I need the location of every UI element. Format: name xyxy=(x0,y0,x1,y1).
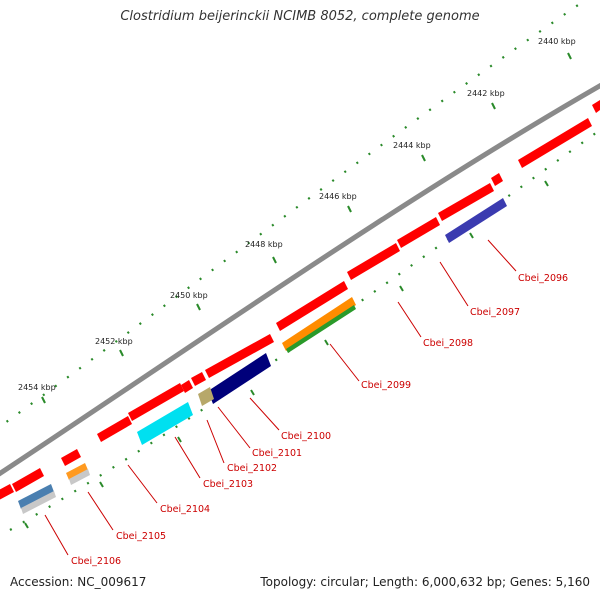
gene-bar-cbei-2101[interactable] xyxy=(198,387,214,406)
cds-feature[interactable] xyxy=(397,217,440,248)
gene-label-cbei-2104[interactable]: Cbei_2104 xyxy=(160,504,210,515)
cds-feature[interactable] xyxy=(12,468,44,492)
cds-feature[interactable] xyxy=(128,383,184,421)
gene-label-cbei-2102[interactable]: Cbei_2102 xyxy=(227,463,277,474)
gene-label-cbei-2098[interactable]: Cbei_2098 xyxy=(423,338,473,349)
colored-gene-track xyxy=(18,198,507,514)
kbp-tick-label: 2452 kbp xyxy=(95,337,133,346)
gene-label-cbei-2101[interactable]: Cbei_2101 xyxy=(252,448,302,459)
gene-bar-cbei-2099[interactable] xyxy=(282,297,356,351)
kbp-ticks: 2440 kbp 2442 kbp 2444 kbp 2446 kbp 2448… xyxy=(18,37,576,404)
gene-label-cbei-2096[interactable]: Cbei_2096 xyxy=(518,273,568,284)
gene-bar-cbei-2106[interactable] xyxy=(18,484,54,509)
cds-feature[interactable] xyxy=(61,449,81,466)
kbp-tick-label: 2454 kbp xyxy=(18,383,56,392)
cds-feature[interactable] xyxy=(491,173,503,186)
gene-labels: Cbei_2096 Cbei_2097 Cbei_2098 Cbei_2099 … xyxy=(71,273,568,567)
gene-label-cbei-2099[interactable]: Cbei_2099 xyxy=(361,380,411,391)
map-title: Clostridium beijerinckii NCIMB 8052, com… xyxy=(120,9,480,24)
genome-backbone xyxy=(0,82,600,477)
gene-bar-cbei-2099-sub[interactable] xyxy=(286,305,356,353)
cds-feature[interactable] xyxy=(205,334,274,378)
cds-feature[interactable] xyxy=(347,243,400,280)
kbp-tick-label: 2450 kbp xyxy=(170,291,208,300)
kbp-tick-label: 2440 kbp xyxy=(538,37,576,46)
gene-label-cbei-2097[interactable]: Cbei_2097 xyxy=(470,307,520,318)
cds-feature[interactable] xyxy=(276,281,348,331)
kbp-tick-label: 2448 kbp xyxy=(245,240,283,249)
outer-ruler-dots xyxy=(0,0,588,428)
forward-cds-track xyxy=(0,100,600,500)
gene-bar-cbei-2100[interactable] xyxy=(208,353,271,404)
accession-text: Accession: NC_009617 xyxy=(10,575,147,589)
kbp-tick-label: 2444 kbp xyxy=(393,141,431,150)
gene-bar-cbei-2103[interactable] xyxy=(137,402,193,445)
inner-ruler-ticks xyxy=(24,180,549,529)
cds-feature[interactable] xyxy=(592,100,600,113)
gene-label-cbei-2106[interactable]: Cbei_2106 xyxy=(71,556,121,567)
gene-bar-cbei-2096[interactable] xyxy=(445,198,507,243)
kbp-tick-label: 2442 kbp xyxy=(467,89,505,98)
kbp-tick-label: 2446 kbp xyxy=(319,192,357,201)
genome-summary-text: Topology: circular; Length: 6,000,632 bp… xyxy=(260,575,590,589)
cds-feature[interactable] xyxy=(438,183,494,221)
cds-feature[interactable] xyxy=(191,372,206,386)
gene-label-cbei-2105[interactable]: Cbei_2105 xyxy=(116,531,166,542)
cds-feature[interactable] xyxy=(518,118,592,168)
label-leader-lines xyxy=(44,239,517,556)
gene-label-cbei-2103[interactable]: Cbei_2103 xyxy=(203,479,253,490)
gene-bar-cbei-2105-sub[interactable] xyxy=(69,469,90,485)
cds-feature[interactable] xyxy=(97,416,132,442)
gene-label-cbei-2100[interactable]: Cbei_2100 xyxy=(281,431,331,442)
cds-feature[interactable] xyxy=(181,380,193,393)
inner-ruler-dots xyxy=(9,129,600,531)
gene-bar-cbei-2105[interactable] xyxy=(66,463,88,480)
cds-feature[interactable] xyxy=(0,484,14,500)
gene-bar-cbei-2106-sub[interactable] xyxy=(21,491,56,514)
